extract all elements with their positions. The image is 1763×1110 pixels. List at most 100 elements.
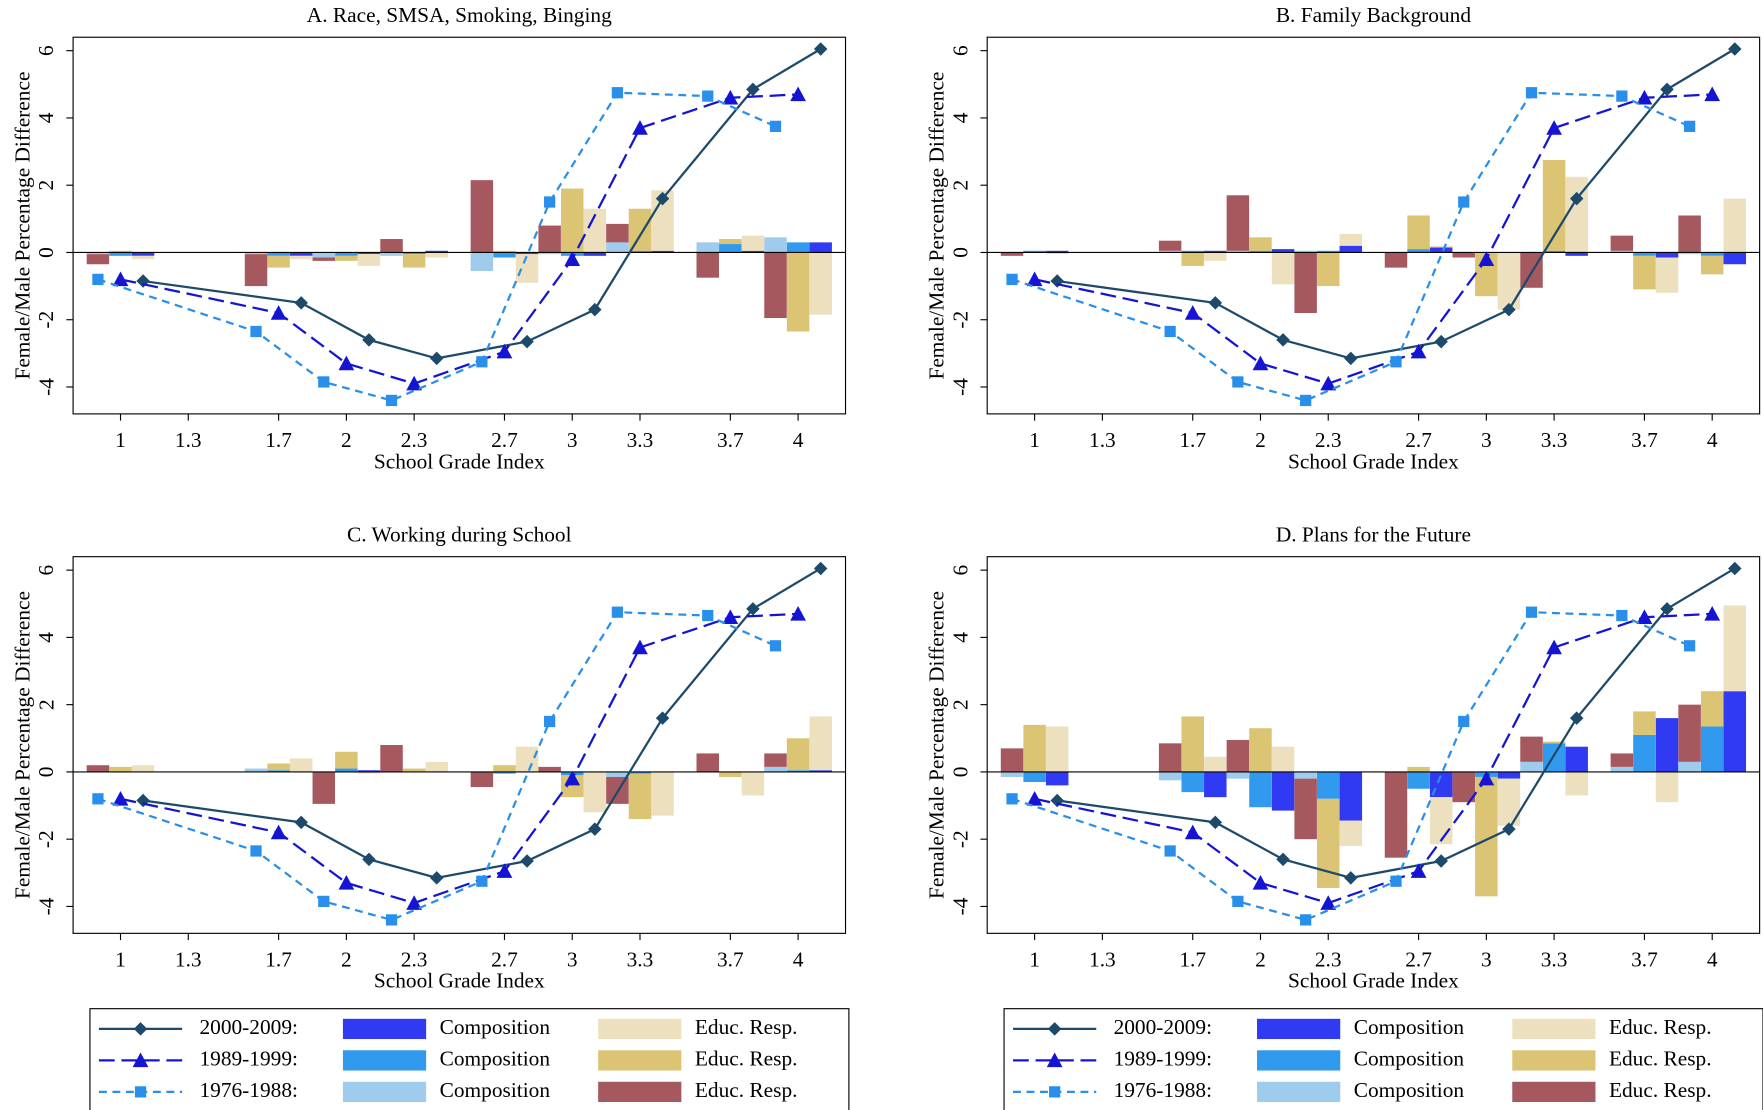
bar — [1226, 195, 1250, 251]
bar — [606, 771, 629, 777]
legend-label: 1976-1988: — [1114, 1078, 1213, 1102]
x-tick-label: 3 — [567, 947, 578, 971]
x-tick-label: 2.7 — [491, 428, 518, 452]
bar — [628, 250, 652, 253]
marker — [1458, 715, 1470, 728]
bar — [515, 746, 539, 772]
x-tick-label: 1.3 — [1089, 947, 1116, 971]
bar — [809, 770, 832, 772]
marker — [1320, 895, 1337, 910]
x-tick-label: 1.7 — [1179, 947, 1206, 971]
bar — [628, 208, 652, 251]
marker — [813, 42, 828, 56]
marker — [1006, 273, 1018, 285]
marker — [270, 824, 287, 840]
marker — [588, 822, 602, 836]
marker — [294, 815, 308, 830]
x-tick-label: 4 — [793, 947, 804, 971]
legend-swatch — [1257, 1081, 1341, 1103]
bar — [1429, 245, 1453, 248]
bar — [1316, 250, 1340, 253]
bar — [1023, 250, 1046, 253]
bar — [696, 242, 719, 253]
legend-frame — [89, 1008, 850, 1110]
marker — [1728, 42, 1742, 56]
y-tick-label: 4 — [34, 632, 58, 643]
bar — [1610, 753, 1634, 767]
bar — [1000, 252, 1024, 256]
legend-label: 1989-1999: — [1114, 1046, 1213, 1070]
marker — [1252, 355, 1269, 371]
marker — [270, 305, 287, 320]
bar — [1475, 776, 1498, 897]
marker — [1704, 605, 1721, 621]
bar — [131, 765, 155, 772]
bar — [1565, 176, 1588, 253]
marker — [318, 376, 330, 388]
bar — [1633, 255, 1656, 290]
legend-swatch — [598, 1050, 682, 1071]
bar — [1700, 255, 1724, 275]
y-tick-label: 2 — [948, 699, 972, 710]
series-line — [1034, 612, 1713, 905]
bar — [289, 255, 313, 260]
bar — [493, 250, 516, 253]
bar — [1158, 771, 1182, 781]
bar — [267, 252, 290, 256]
bar — [1249, 728, 1272, 772]
legend-label: Composition — [440, 1015, 551, 1039]
bar — [470, 771, 494, 788]
bar — [786, 738, 810, 771]
bar — [1271, 771, 1295, 811]
bar — [267, 763, 290, 771]
x-tick-label: 1 — [1029, 947, 1040, 971]
legend-swatch — [342, 1018, 427, 1040]
bar — [109, 250, 132, 253]
bar — [1655, 771, 1679, 803]
y-tick-label: 0 — [948, 247, 972, 258]
bar — [1339, 771, 1363, 821]
legend-label: Educ. Resp. — [695, 1046, 798, 1070]
bar — [1023, 724, 1046, 772]
y-tick-label: 6 — [948, 45, 972, 56]
legend-swatch — [1257, 1050, 1341, 1071]
bar — [357, 770, 381, 772]
bar — [719, 244, 742, 253]
marker — [1410, 343, 1427, 359]
marker — [1164, 845, 1176, 857]
x-tick-label: 2.7 — [491, 947, 518, 971]
legend-swatch — [342, 1050, 427, 1071]
y-tick-label: -2 — [948, 830, 972, 848]
marker — [520, 854, 534, 868]
bar — [312, 771, 336, 804]
marker — [1046, 1052, 1063, 1068]
marker — [1683, 640, 1696, 652]
marker — [406, 375, 423, 391]
x-tick-label: 2.7 — [1405, 428, 1432, 452]
marker — [250, 845, 262, 857]
bar — [786, 770, 810, 772]
x-tick-label: 4 — [1707, 947, 1718, 971]
marker — [1478, 251, 1495, 266]
bar — [696, 252, 719, 278]
x-tick-label: 2 — [341, 947, 352, 971]
bar — [1000, 771, 1024, 777]
bar — [335, 751, 358, 769]
bar — [380, 239, 403, 253]
bar — [1181, 252, 1204, 266]
y-tick-label: -4 — [948, 378, 972, 396]
marker — [1660, 82, 1674, 97]
bar — [1226, 250, 1250, 253]
bar — [1158, 743, 1182, 772]
bar — [109, 252, 132, 256]
x-tick-label: 2.3 — [1315, 428, 1342, 452]
x-tick-label: 3.7 — [1631, 428, 1658, 452]
bar — [1407, 766, 1430, 772]
marker — [769, 640, 782, 652]
x-tick-label: 3 — [567, 428, 578, 452]
bar — [1655, 252, 1679, 258]
x-tick-label: 1.7 — [265, 428, 292, 452]
bar — [1700, 252, 1724, 256]
marker — [1026, 271, 1043, 287]
marker — [1458, 196, 1470, 208]
